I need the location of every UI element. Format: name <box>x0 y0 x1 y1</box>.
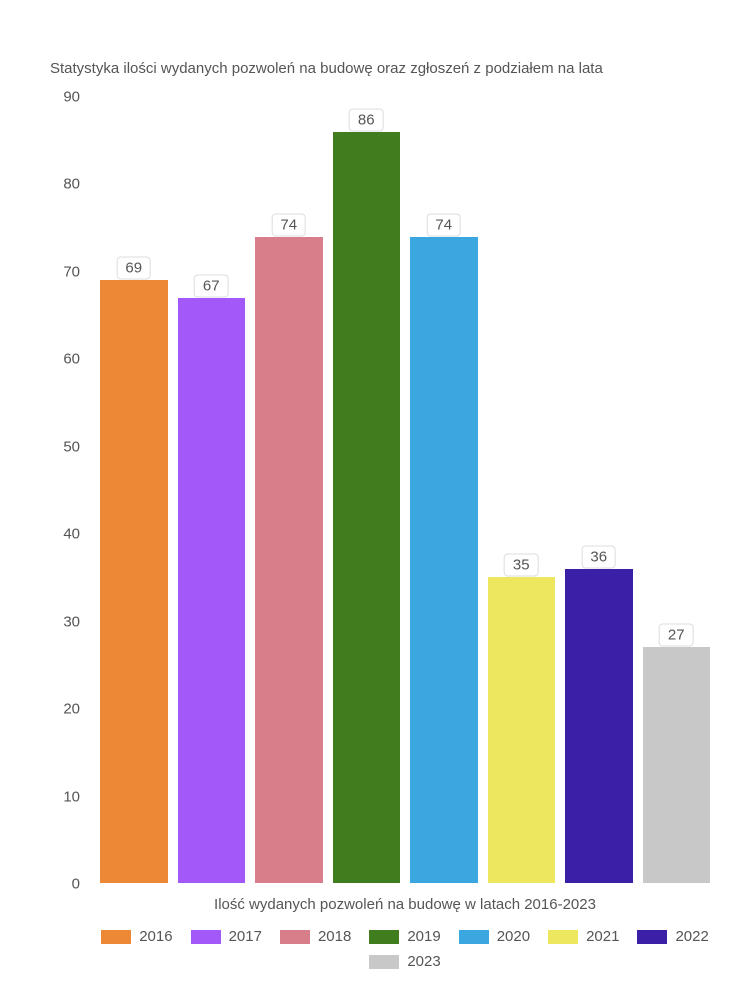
y-tick: 60 <box>63 351 80 368</box>
y-tick: 90 <box>63 89 80 106</box>
legend-swatch <box>548 930 578 944</box>
y-tick: 10 <box>63 788 80 805</box>
bar-wrap: 35 <box>488 97 556 883</box>
bar-2019: 86 <box>333 132 401 883</box>
bar-wrap: 36 <box>565 97 633 883</box>
bar-value-label: 36 <box>581 545 616 568</box>
legend-label: 2020 <box>497 928 530 945</box>
legend-item-2016: 2016 <box>101 928 172 945</box>
bar-2022: 36 <box>565 569 633 883</box>
legend-swatch <box>369 955 399 969</box>
legend-item-2017: 2017 <box>191 928 262 945</box>
legend-label: 2019 <box>407 928 440 945</box>
y-tick: 40 <box>63 526 80 543</box>
bar-value-label: 69 <box>116 257 151 280</box>
legend-swatch <box>101 930 131 944</box>
bar-value-label: 35 <box>504 554 539 577</box>
chart-title: Statystyka ilości wydanych pozwoleń na b… <box>30 60 720 77</box>
bar-2016: 69 <box>100 280 168 883</box>
legend-label: 2021 <box>586 928 619 945</box>
legend-swatch <box>369 930 399 944</box>
y-tick: 30 <box>63 613 80 630</box>
bar-value-label: 74 <box>271 213 306 236</box>
bar-2020: 74 <box>410 237 478 883</box>
y-tick: 50 <box>63 438 80 455</box>
legend-swatch <box>459 930 489 944</box>
legend-swatch <box>191 930 221 944</box>
bar-wrap: 27 <box>643 97 711 883</box>
bar-value-label: 74 <box>426 213 461 236</box>
x-axis-label: Ilość wydanych pozwoleń na budowę w lata… <box>30 896 720 913</box>
bar-value-label: 27 <box>659 624 694 647</box>
legend-label: 2022 <box>675 928 708 945</box>
y-tick: 0 <box>72 876 80 893</box>
bar-wrap: 74 <box>410 97 478 883</box>
legend-swatch <box>280 930 310 944</box>
legend-label: 2023 <box>407 953 440 970</box>
plot-area: 0102030405060708090 6967748674353627 <box>30 97 720 884</box>
y-axis: 0102030405060708090 <box>30 97 90 884</box>
legend-label: 2016 <box>139 928 172 945</box>
legend-label: 2017 <box>229 928 262 945</box>
bars-row: 6967748674353627 <box>90 97 720 883</box>
legend-item-2023: 2023 <box>369 953 440 970</box>
bar-2018: 74 <box>255 237 323 883</box>
legend-item-2021: 2021 <box>548 928 619 945</box>
chart-container: Statystyka ilości wydanych pozwoleń na b… <box>30 60 720 970</box>
bar-value-label: 86 <box>349 108 384 131</box>
legend-swatch <box>637 930 667 944</box>
y-tick: 70 <box>63 263 80 280</box>
bar-wrap: 74 <box>255 97 323 883</box>
bar-wrap: 69 <box>100 97 168 883</box>
bar-2021: 35 <box>488 577 556 883</box>
legend-label: 2018 <box>318 928 351 945</box>
bar-wrap: 86 <box>333 97 401 883</box>
legend-item-2019: 2019 <box>369 928 440 945</box>
legend-item-2020: 2020 <box>459 928 530 945</box>
y-tick: 80 <box>63 176 80 193</box>
legend-item-2022: 2022 <box>637 928 708 945</box>
bar-2023: 27 <box>643 647 711 883</box>
bar-wrap: 67 <box>178 97 246 883</box>
bar-value-label: 67 <box>194 274 229 297</box>
bars-area: 6967748674353627 <box>90 97 720 884</box>
bar-2017: 67 <box>178 298 246 883</box>
y-tick: 20 <box>63 701 80 718</box>
legend: 2016 2017 2018 2019 2020 2021 2022 2023 <box>30 928 720 970</box>
legend-item-2018: 2018 <box>280 928 351 945</box>
